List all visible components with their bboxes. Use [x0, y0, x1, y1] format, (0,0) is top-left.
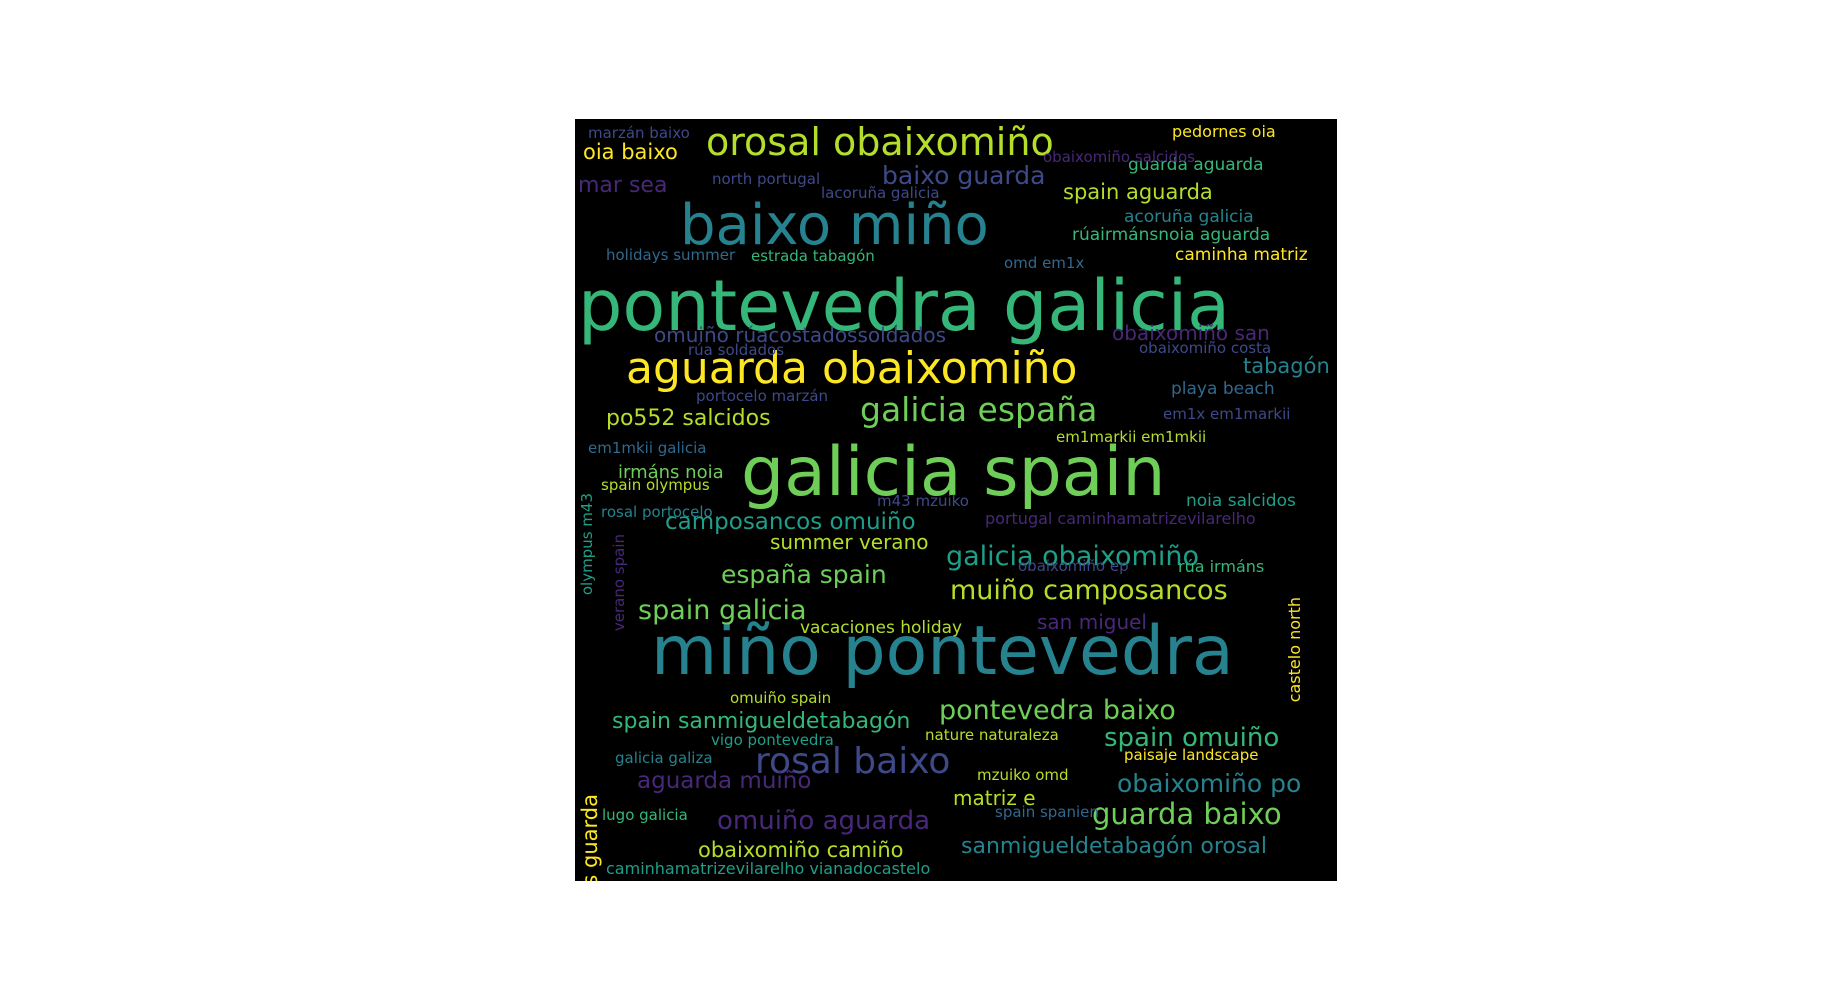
word-cloud-term: rosal baixo [755, 741, 951, 782]
word-cloud-term: omd em1x [1004, 254, 1085, 272]
word-cloud-term: vigo pontevedra [711, 731, 834, 749]
word-cloud-term: holidays summer [606, 246, 736, 264]
word-cloud-term: verano spain [610, 534, 628, 632]
word-cloud-term: vacaciones holiday [800, 618, 963, 638]
word-cloud-term: españa spain [721, 560, 887, 589]
word-cloud-term: north portugal [712, 170, 821, 188]
word-cloud-term: omuiño spain [730, 689, 832, 707]
word-cloud-term: guarda aguarda [1128, 155, 1264, 175]
word-cloud-term: obaixomiño ep [1018, 557, 1129, 575]
word-cloud-term: summer verano [770, 530, 929, 554]
word-cloud-term: nature naturaleza [925, 726, 1059, 744]
word-cloud-term: paisaje landscape [1124, 746, 1259, 764]
word-cloud-term: marzán baixo [588, 124, 690, 142]
word-cloud-term: noia salcidos [1186, 491, 1296, 511]
word-cloud-term: lugo galicia [602, 806, 688, 824]
word-cloud-term: em1markii em1mkii [1056, 428, 1207, 446]
word-cloud-term: aguarda muiño [637, 768, 812, 794]
word-cloud-term: oia baixo [583, 140, 678, 164]
word-cloud-term: obaixomiño costa [1139, 339, 1272, 357]
word-cloud-term: galicia obaixomiño [946, 541, 1199, 572]
word-cloud-term: orosal obaixomiño [706, 120, 1054, 164]
word-cloud-term: pontevedra galicia [578, 265, 1231, 347]
word-cloud-term: pedornes oia [1172, 122, 1276, 141]
word-cloud-term: obaixomiño san [1112, 321, 1270, 345]
word-cloud-term: spain omuiño [1104, 723, 1280, 753]
word-cloud-term: playa beach [1171, 379, 1275, 399]
word-cloud-term: muiño camposancos [950, 575, 1228, 606]
word-cloud-term: em1x em1markii [1163, 405, 1291, 423]
word-cloud-term: obaixomiño salcidos [1043, 148, 1195, 166]
word-cloud-term: san miguel [1037, 610, 1147, 634]
word-cloud-term: spain galicia [638, 595, 807, 626]
word-cloud-term: spain sanmigueldetabagón [612, 709, 911, 734]
word-cloud-term: castelo north [1285, 597, 1304, 703]
word-cloud-term: camposancos omuiño [665, 509, 916, 535]
word-cloud-term: galicia españa [860, 390, 1098, 429]
word-cloud-term: portugal caminhamatrizevilarelho [985, 509, 1256, 528]
word-cloud-term: rúa irmáns [1178, 557, 1265, 576]
word-cloud-term: rúa soldados [688, 341, 785, 359]
word-cloud-term: rosal portocelo [601, 503, 713, 521]
word-cloud-term: obaixomiño po [1117, 769, 1302, 798]
word-cloud-term: sanmigueldetabagón orosal [961, 834, 1267, 859]
word-cloud-term: m43 mzuiko [877, 492, 969, 510]
word-cloud-term: obaixomiño camiño [698, 838, 904, 862]
word-cloud-term: baixo guarda [882, 161, 1046, 190]
word-cloud-term: spain aguarda [1063, 180, 1213, 204]
word-cloud-term: em1mkii galicia [588, 439, 707, 457]
word-cloud-term: miño pontevedra [651, 612, 1234, 691]
word-cloud-term: estrada tabagón [751, 247, 875, 265]
word-cloud-term: omuiño rúacostadossoldados [654, 323, 946, 347]
word-cloud-term: po552 salcidos [606, 406, 771, 431]
word-cloud-term: baixo miño [680, 193, 989, 258]
word-cloud: pontevedra galicia galicia spain miño pont… [575, 119, 1337, 881]
word-cloud-term: rúairmánsnoia aguarda [1072, 225, 1271, 245]
word-cloud-term: salcidos guarda [578, 794, 602, 881]
word-cloud-term: acoruña galicia [1124, 207, 1254, 227]
word-cloud-term: olympus m43 [578, 493, 596, 596]
word-cloud-term: matriz e [953, 786, 1036, 810]
word-cloud-term: irmáns noia [618, 462, 724, 483]
word-cloud-term: mzuiko omd [977, 766, 1069, 784]
word-cloud-term: portocelo marzán [696, 387, 829, 405]
word-cloud-term: spain olympus [601, 476, 710, 494]
word-cloud-term: omuiño aguarda [717, 806, 931, 836]
word-cloud-term: tabagón [1243, 354, 1330, 378]
word-cloud-term: caminha matriz [1175, 245, 1308, 265]
word-cloud-term: galicia galiza [615, 749, 713, 767]
word-cloud-term: pontevedra baixo [939, 695, 1176, 726]
word-cloud-term: spain spanien [995, 803, 1099, 821]
word-cloud-term: lacoruña galicia [821, 184, 940, 202]
word-cloud-term: caminhamatrizevilarelho vianadocastelo [606, 859, 931, 878]
word-cloud-term: mar sea [578, 173, 668, 198]
word-cloud-term: galicia spain [741, 433, 1166, 512]
word-cloud-term: aguarda obaixomiño [626, 343, 1078, 394]
word-cloud-term: guarda baixo [1092, 797, 1282, 831]
